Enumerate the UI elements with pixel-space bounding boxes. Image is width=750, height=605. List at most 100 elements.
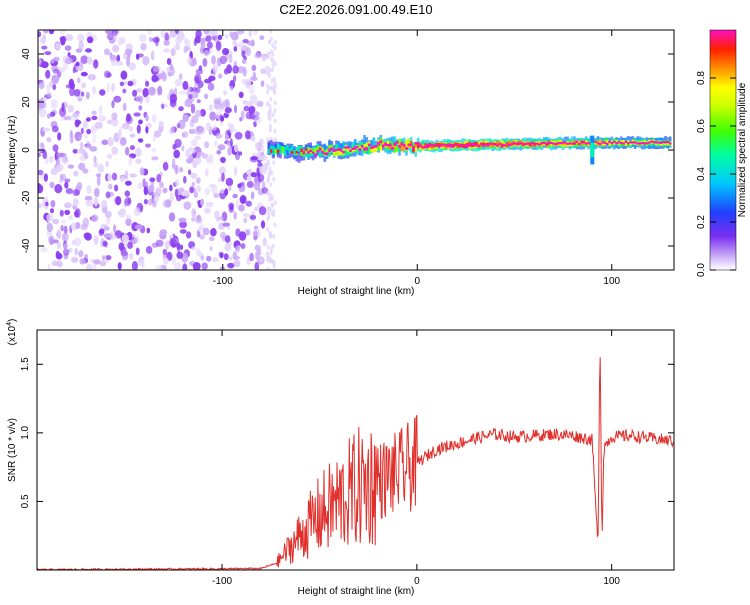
- spectral-cell: [407, 138, 411, 147]
- noise-speck: [153, 130, 162, 138]
- noise-speck: [83, 232, 91, 239]
- noise-speck: [91, 115, 98, 121]
- spectrogram-y-label: Frequency (Hz): [7, 116, 18, 185]
- noise-speck: [210, 228, 217, 237]
- spectral-cell: [370, 147, 373, 152]
- noise-speck: [249, 111, 255, 120]
- noise-speck: [133, 207, 141, 217]
- spectral-cell: [318, 147, 322, 151]
- spectral-cell: [377, 142, 380, 151]
- noise-speck: [145, 95, 151, 104]
- y-tick-label: 40: [21, 48, 32, 60]
- noise-speck: [139, 167, 145, 176]
- spectral-cell: [428, 143, 432, 147]
- noise-speck: [169, 184, 173, 192]
- spectral-cell: [447, 144, 450, 147]
- noise-speck: [203, 50, 210, 56]
- spectral-cell: [356, 144, 359, 153]
- noise-speck: [191, 208, 197, 218]
- noise-speck: [193, 38, 197, 47]
- spectral-cell: [468, 141, 471, 146]
- spectral-cell: [388, 143, 392, 150]
- spectral-cell: [666, 140, 670, 144]
- snr-y-label: SNR (10 * v/v): [7, 418, 18, 482]
- spectral-cell: [374, 145, 378, 148]
- spectral-cell: [339, 148, 343, 156]
- noise-speck: [268, 231, 272, 236]
- noise-speck: [67, 164, 74, 169]
- spectral-cell: [650, 140, 653, 143]
- noise-speck: [194, 109, 202, 118]
- noise-speck: [222, 222, 231, 227]
- noise-speck: [196, 151, 201, 158]
- spectral-cell: [510, 143, 513, 146]
- noise-speck: [105, 160, 109, 168]
- noise-speck: [64, 45, 72, 51]
- noise-speck: [252, 30, 259, 35]
- snr-series-line: [37, 357, 674, 570]
- spectral-cell: [337, 150, 341, 156]
- noise-speck: [110, 118, 114, 125]
- noise-speck: [77, 33, 85, 42]
- noise-speck: [190, 139, 198, 147]
- noise-speck: [220, 156, 226, 164]
- noise-speck: [93, 59, 99, 69]
- spectral-cell: [295, 146, 299, 152]
- noise-speck: [146, 227, 151, 234]
- x-tick-label: -100: [212, 576, 232, 587]
- noise-speck: [234, 166, 238, 177]
- spectral-cell: [274, 149, 278, 154]
- noise-speck: [107, 173, 112, 181]
- spectral-cell: [328, 145, 331, 152]
- noise-speck: [48, 235, 55, 244]
- noise-speck: [242, 39, 249, 44]
- spectral-cell: [337, 147, 341, 151]
- noise-speck: [194, 82, 198, 88]
- spectral-cell: [311, 149, 315, 154]
- noise-speck: [209, 30, 218, 37]
- spectral-cell: [528, 143, 532, 146]
- noise-speck: [224, 98, 230, 109]
- noise-speck: [47, 92, 52, 98]
- noise-speck: [250, 172, 257, 178]
- spectral-cell: [629, 141, 632, 144]
- spectral-cell: [472, 144, 476, 147]
- noise-speck: [224, 134, 229, 140]
- noise-speck: [38, 152, 42, 158]
- noise-speck: [233, 144, 239, 153]
- spectral-cell: [486, 144, 490, 147]
- noise-speck: [166, 58, 172, 65]
- noise-speck: [176, 251, 184, 259]
- spectral-cell: [547, 141, 551, 145]
- noise-speck: [185, 149, 191, 158]
- noise-speck: [135, 247, 140, 256]
- noise-speck: [64, 178, 71, 183]
- noise-speck: [137, 138, 144, 143]
- noise-speck: [138, 119, 143, 125]
- noise-speck: [194, 76, 200, 84]
- spectral-cell: [365, 142, 369, 147]
- noise-speck: [159, 229, 168, 236]
- noise-speck: [244, 130, 251, 140]
- spectral-cell: [346, 146, 350, 149]
- noise-speck: [108, 183, 113, 190]
- spectral-cell: [314, 148, 317, 153]
- spectral-cell: [524, 142, 527, 145]
- spectral-cell: [652, 141, 656, 144]
- noise-speck: [174, 78, 183, 87]
- spectral-cell: [325, 148, 329, 154]
- spectral-cell: [307, 151, 310, 159]
- noise-speck: [148, 37, 154, 42]
- noise-speck: [98, 105, 103, 115]
- noise-speck: [188, 128, 196, 135]
- noise-speck: [138, 256, 145, 264]
- spectral-cell: [372, 146, 376, 153]
- spectral-cell: [328, 148, 331, 157]
- noise-speck: [193, 191, 199, 198]
- noise-speck: [266, 101, 269, 107]
- spectral-cell: [552, 142, 555, 145]
- noise-speck: [241, 50, 246, 58]
- noise-speck: [205, 201, 214, 208]
- noise-speck: [229, 85, 234, 91]
- noise-speck: [181, 145, 185, 152]
